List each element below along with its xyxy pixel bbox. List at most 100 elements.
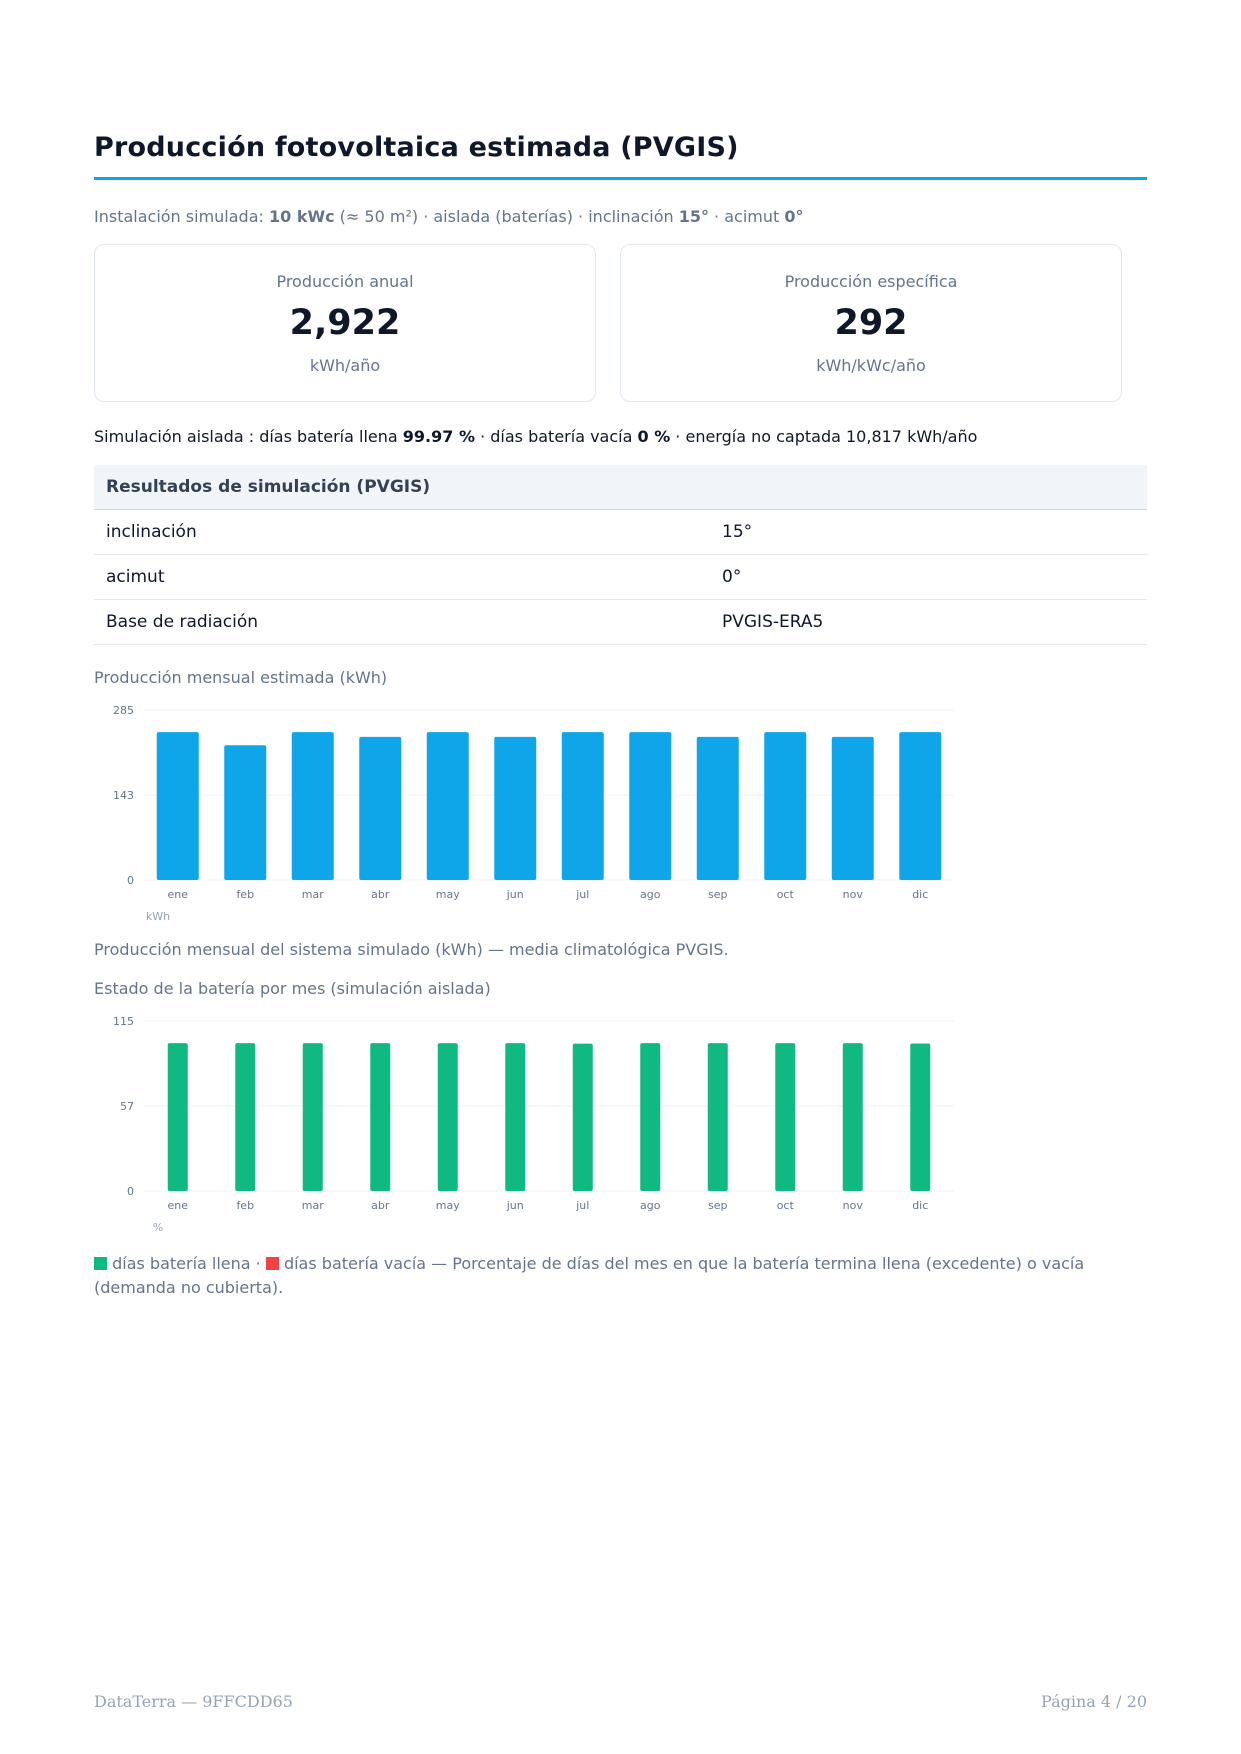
card-value: 2,922: [289, 303, 401, 343]
bar: [696, 736, 739, 880]
x-tick-label: nov: [843, 888, 864, 901]
installation-summary: Instalación simulada: 10 kWc (≈ 50 m²) ·…: [94, 207, 804, 226]
bar: [359, 736, 402, 880]
footer-page-number: Página 4 / 20: [1041, 1692, 1147, 1711]
x-tick-label: mar: [302, 888, 324, 901]
y-tick-label: 115: [113, 1015, 134, 1028]
x-tick-label: mar: [302, 1199, 324, 1212]
production-chart-title: Producción mensual estimada (kWh): [94, 668, 388, 687]
card-unit: kWh/kWc/año: [816, 356, 926, 375]
x-tick-label: nov: [843, 1199, 864, 1212]
x-tick-label: jul: [575, 888, 589, 901]
x-tick-label: oct: [777, 888, 795, 901]
table-row: acimut 0°: [94, 554, 1147, 600]
summary-full: 99.97 %: [402, 427, 475, 446]
kpi-cards: Producción anual 2,922 kWh/año Producció…: [94, 244, 1124, 402]
intro-azimuth-label: · acimut: [708, 207, 785, 226]
bar: [494, 736, 537, 880]
table-header-row: Resultados de simulación (PVGIS): [94, 465, 1147, 510]
summary-empty: 0 %: [637, 427, 671, 446]
production-chart-caption: Producción mensual del sistema simulado …: [94, 940, 729, 959]
legend-separator: ·: [250, 1254, 266, 1273]
legend-empty-label: días batería vacía: [283, 1254, 427, 1273]
production-chart: 0 143 285 ene feb mar abr may jun jul ago sep oct nov…: [113, 704, 954, 923]
summary-suffix: · energía no captada 10,817 kWh/año: [670, 427, 978, 446]
bar: [707, 1043, 728, 1191]
x-tick-label: jun: [506, 1199, 524, 1212]
x-tick-label: jun: [506, 888, 524, 901]
x-tick-label: ene: [167, 888, 188, 901]
card-label: Producción específica: [784, 272, 958, 291]
y-tick-label: 285: [113, 704, 134, 717]
bar: [831, 736, 874, 880]
row-value: PVGIS-ERA5: [710, 599, 1147, 645]
battery-chart-title: Estado de la batería por mes (simulación…: [94, 979, 491, 998]
bar: [775, 1043, 796, 1191]
row-key: inclinación: [94, 509, 710, 555]
x-tick-label: feb: [236, 888, 254, 901]
x-tick-label: sep: [708, 1199, 727, 1212]
card-value: 292: [834, 303, 908, 343]
row-key: acimut: [94, 554, 710, 600]
x-tick-label: may: [436, 888, 460, 901]
summary-prefix: Simulación aislada : días batería llena: [94, 427, 403, 446]
bar: [156, 732, 199, 880]
annual-production-card: Producción anual 2,922 kWh/año: [94, 244, 596, 402]
battery-legend: días batería llena · días batería vacía …: [94, 1252, 1147, 1300]
table-row: Base de radiación PVGIS-ERA5: [94, 599, 1147, 645]
x-tick-label: abr: [371, 1199, 390, 1212]
x-tick-label: dic: [912, 1199, 928, 1212]
simulation-summary: Simulación aislada : días batería llena …: [94, 427, 977, 446]
bar: [629, 732, 672, 880]
legend-text: — Porcentaje de días del mes en que la b…: [94, 1254, 1085, 1297]
summary-mid: · días batería vacía: [475, 427, 638, 446]
row-value: 0°: [710, 554, 1147, 600]
bar: [572, 1043, 593, 1191]
y-tick-label: 0: [127, 874, 134, 887]
table-header: Resultados de simulación (PVGIS): [94, 465, 1147, 510]
x-tick-label: sep: [708, 888, 727, 901]
bar: [505, 1043, 526, 1191]
x-tick-label: ago: [640, 888, 661, 901]
bar: [291, 732, 334, 880]
x-tick-label: dic: [912, 888, 928, 901]
full-battery-swatch: [94, 1257, 107, 1270]
x-tick-label: ago: [640, 1199, 661, 1212]
battery-chart: 0 57 115 ene feb mar abr may jun jul ago sep oct nov d…: [113, 1015, 954, 1234]
bar: [426, 732, 469, 880]
x-tick-label: jul: [575, 1199, 589, 1212]
card-unit: kWh/año: [309, 356, 381, 375]
title-divider: [94, 177, 1147, 180]
row-key: Base de radiación: [94, 599, 710, 645]
y-tick-label: 0: [127, 1185, 134, 1198]
y-tick-label: 57: [120, 1100, 134, 1113]
x-tick-label: feb: [236, 1199, 254, 1212]
empty-battery-swatch: [265, 1257, 279, 1270]
x-tick-label: may: [436, 1199, 460, 1212]
bar: [224, 745, 267, 880]
bar: [167, 1043, 188, 1191]
table-row: inclinación 15°: [94, 509, 1147, 555]
intro-prefix: Instalación simulada:: [94, 207, 269, 226]
y-tick-label: 143: [113, 789, 134, 802]
bar: [370, 1043, 391, 1191]
legend-full-label: días batería llena: [112, 1254, 251, 1273]
bar: [842, 1043, 863, 1191]
footer-document-id: DataTerra — 9FFCDD65: [94, 1692, 293, 1711]
x-tick-label: abr: [371, 888, 390, 901]
results-table: Resultados de simulación (PVGIS) inclina…: [94, 465, 1147, 645]
bar: [899, 732, 942, 880]
bar: [235, 1043, 256, 1191]
intro-azimuth: 0°: [784, 207, 804, 226]
bar: [437, 1043, 458, 1191]
axis-unit-label: kWh: [146, 910, 170, 923]
specific-production-card: Producción específica 292 kWh/kWc/año: [620, 244, 1122, 402]
bar: [561, 732, 604, 880]
axis-unit-label: %: [153, 1221, 163, 1234]
row-value: 15°: [710, 509, 1147, 555]
x-tick-label: ene: [167, 1199, 188, 1212]
intro-power: 10 kWc: [268, 207, 335, 226]
bar: [764, 732, 807, 880]
bar: [302, 1043, 323, 1191]
bar: [910, 1043, 931, 1191]
